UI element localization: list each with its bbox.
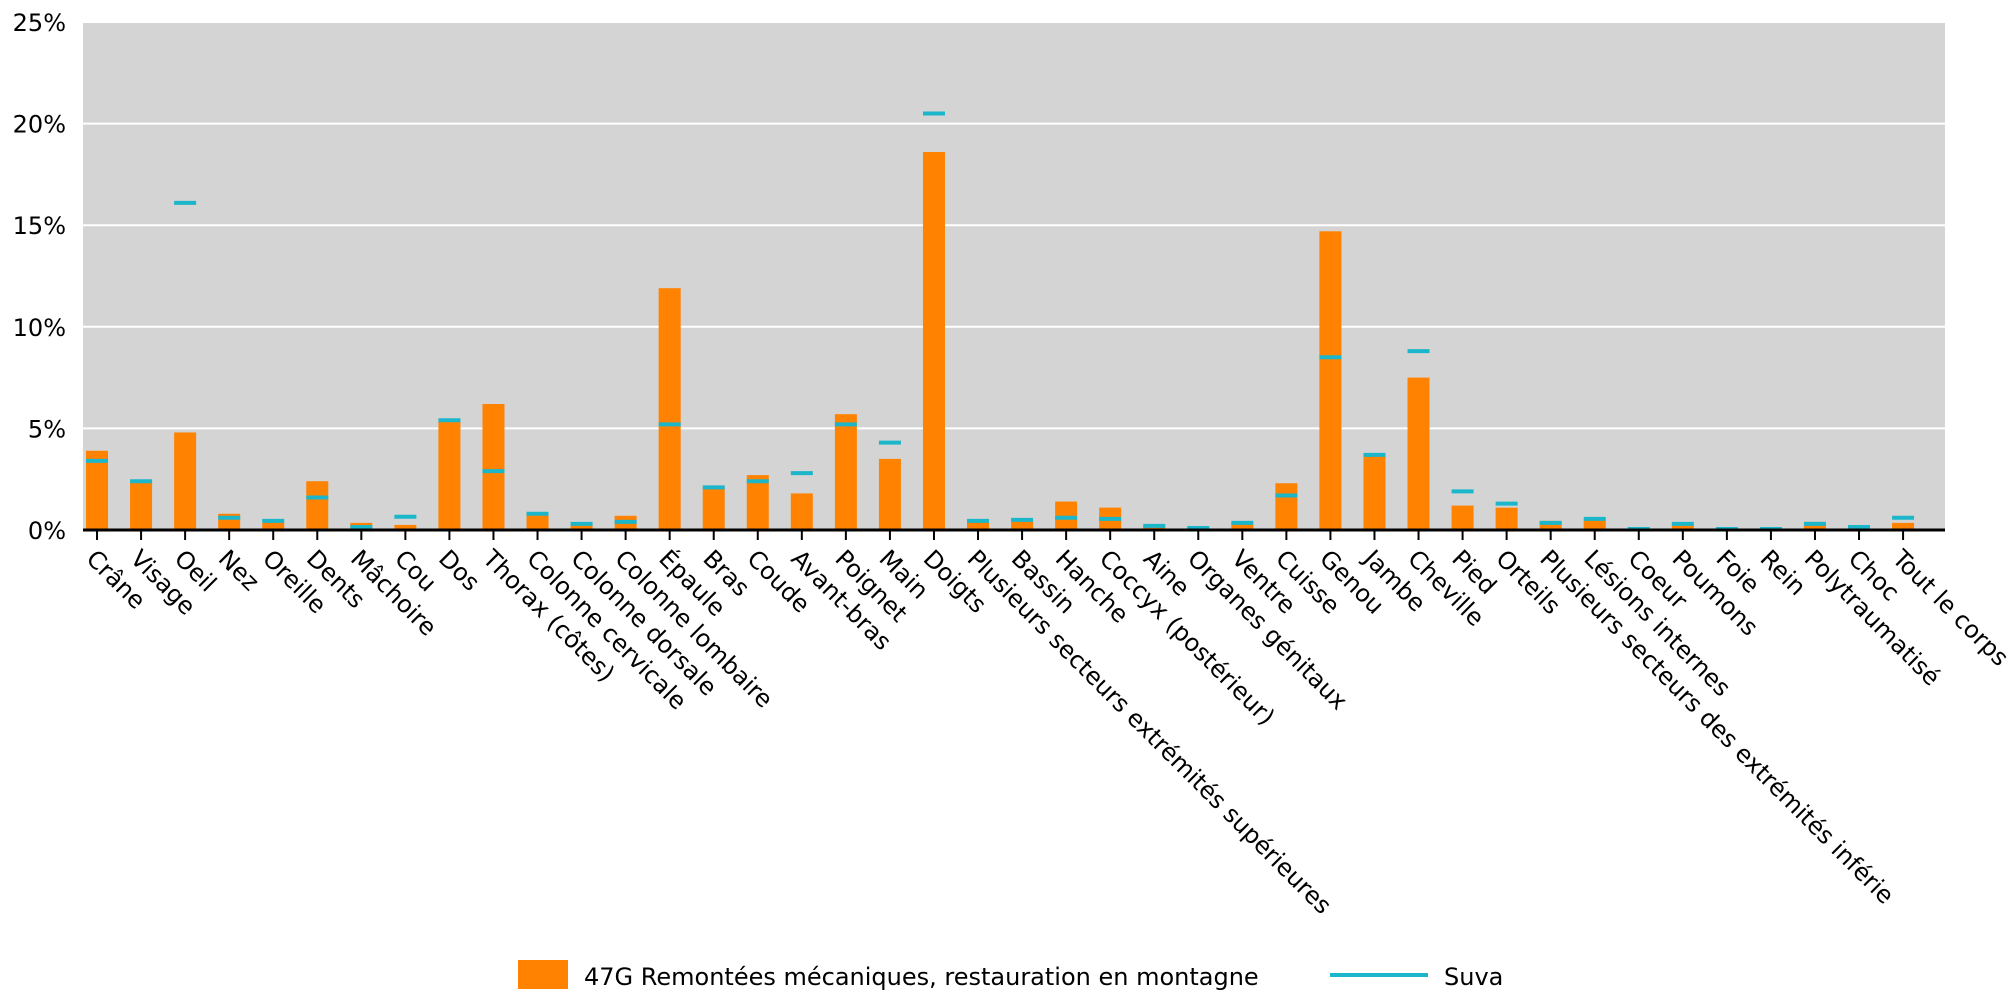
y-tick-label: 25% <box>13 9 66 37</box>
bar <box>1803 521 1826 530</box>
bar <box>746 475 769 530</box>
bar <box>1275 483 1298 530</box>
y-tick-label: 0% <box>28 517 66 545</box>
plot-background <box>83 22 1945 530</box>
bar <box>1319 231 1342 530</box>
x-tick-label: Dos <box>433 544 485 596</box>
bar <box>306 481 329 530</box>
bar <box>86 450 109 530</box>
legend-label-line: Suva <box>1444 963 1503 991</box>
bar <box>1363 454 1386 530</box>
bar <box>482 404 505 530</box>
bar <box>1495 507 1518 530</box>
bar <box>438 420 461 530</box>
bar <box>834 414 857 530</box>
legend-label-bar: 47G Remontées mécaniques, restauration e… <box>584 963 1259 991</box>
bar <box>526 513 549 530</box>
bar <box>1583 519 1606 530</box>
y-axis-ticks: 0% 5% 10% 15% 20% 25% <box>13 9 66 545</box>
bar <box>174 432 197 530</box>
bar <box>1055 501 1078 530</box>
y-tick-label: 20% <box>13 111 66 139</box>
suva-markers <box>86 111 1915 531</box>
bar <box>878 458 901 530</box>
y-tick-label: 5% <box>28 415 66 443</box>
bar <box>1671 524 1694 530</box>
bar <box>790 493 813 530</box>
x-axis-ticks: CrâneVisageOeilNezOreilleDentsMâchoireCo… <box>81 530 2011 920</box>
bar <box>262 521 285 530</box>
bar <box>1011 519 1034 530</box>
bar <box>658 288 681 530</box>
legend-swatch-bar <box>518 960 568 989</box>
y-tick-label: 15% <box>13 212 66 240</box>
x-tick-label: Nez <box>213 544 265 596</box>
bar <box>1231 522 1254 530</box>
bar <box>1407 377 1430 530</box>
bar <box>1539 520 1562 530</box>
bar <box>570 523 593 530</box>
bar <box>1892 522 1915 530</box>
bar <box>130 481 153 530</box>
x-tick-label: Rein <box>1755 544 1812 601</box>
bar <box>394 524 417 530</box>
gridlines <box>83 21 1945 430</box>
bar <box>1143 525 1166 530</box>
y-tick-label: 10% <box>13 314 66 342</box>
legend: 47G Remontées mécaniques, restauration e… <box>518 960 1503 991</box>
bar <box>967 521 990 530</box>
bar <box>1451 505 1474 530</box>
bar <box>922 152 945 530</box>
bar <box>702 487 725 530</box>
